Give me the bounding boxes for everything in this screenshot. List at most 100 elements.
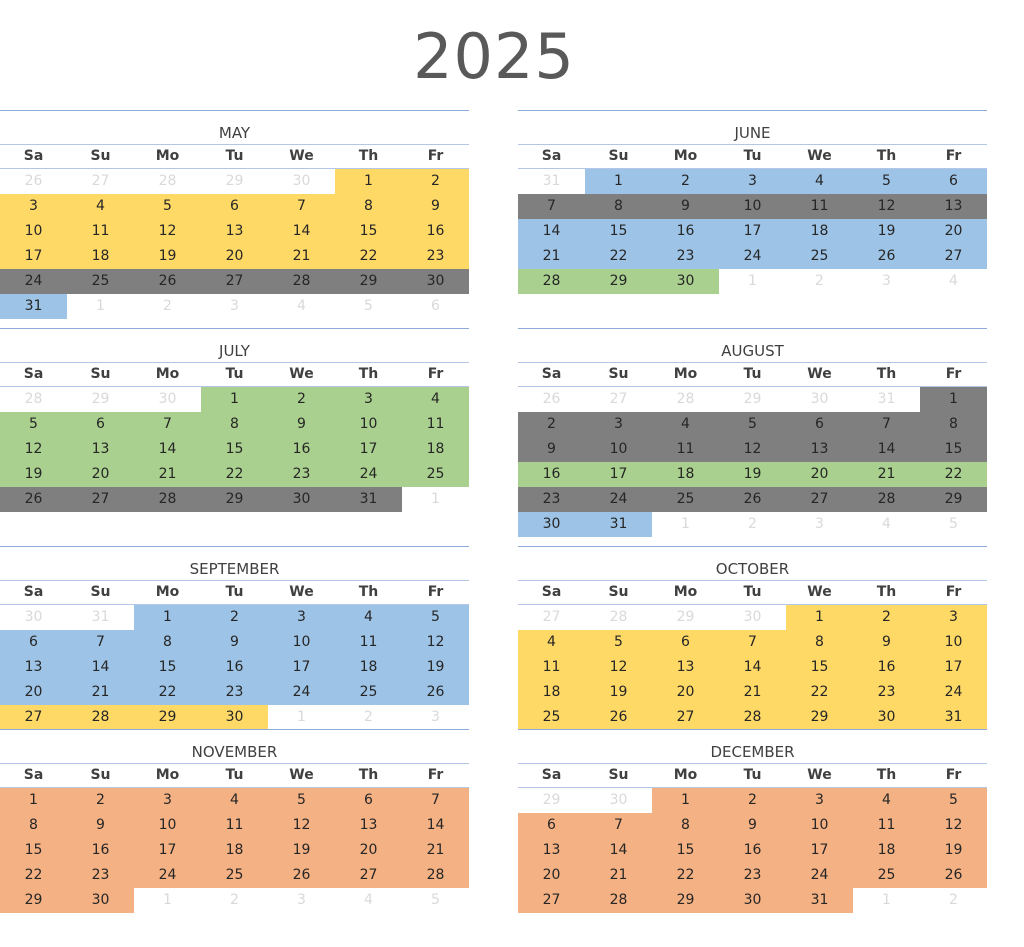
weekday-label: Tu bbox=[225, 148, 244, 164]
day-cell: 31 bbox=[585, 512, 652, 537]
day-cell: 20 bbox=[0, 680, 67, 705]
adjacent-month-day-cell: 2 bbox=[748, 516, 757, 532]
weekday-label: Tu bbox=[743, 584, 762, 600]
month-december: DECEMBER Sa Su Mo Tu We Th Fr 29 30 1 2 3 4 5 6 7 8 9 10 11 1… bbox=[518, 729, 987, 913]
day-cell: 4 bbox=[335, 605, 402, 630]
day-cell: 1 bbox=[0, 788, 67, 813]
day-cell: 23 bbox=[853, 680, 920, 705]
day-cell: 26 bbox=[920, 863, 987, 888]
adjacent-month-day-cell: 31 bbox=[542, 173, 561, 189]
day-cell: 27 bbox=[786, 487, 853, 512]
weekday-label: Fr bbox=[945, 767, 962, 783]
day-cell: 30 bbox=[67, 888, 134, 913]
adjacent-month-day-cell: 3 bbox=[815, 516, 824, 532]
week-row: 28 29 30 1 2 3 4 bbox=[0, 387, 469, 412]
day-cell: 6 bbox=[652, 630, 719, 655]
adjacent-month-day-cell: 26 bbox=[542, 391, 561, 407]
day-cell: 5 bbox=[585, 630, 652, 655]
day-cell: 11 bbox=[853, 813, 920, 838]
day-cell: 5 bbox=[920, 788, 987, 813]
weekday-header-row: Sa Su Mo Tu We Th Fr bbox=[518, 362, 987, 387]
day-cell: 12 bbox=[920, 813, 987, 838]
adjacent-month-day-cell: 28 bbox=[158, 173, 177, 189]
day-cell: 21 bbox=[518, 244, 585, 269]
day-cell: 9 bbox=[402, 194, 469, 219]
weekday-header-row: Sa Su Mo Tu We Th Fr bbox=[518, 580, 987, 605]
day-cell: 21 bbox=[719, 680, 786, 705]
day-cell: 4 bbox=[786, 169, 853, 194]
year-title: 2025 bbox=[413, 20, 575, 93]
adjacent-month-day-cell: 1 bbox=[96, 298, 105, 314]
weekday-label: We bbox=[807, 148, 832, 164]
day-cell: 30 bbox=[201, 705, 268, 730]
adjacent-month-day-cell: 29 bbox=[743, 391, 762, 407]
day-cell: 15 bbox=[652, 838, 719, 863]
day-cell: 13 bbox=[67, 437, 134, 462]
day-cell: 19 bbox=[585, 680, 652, 705]
day-cell: 3 bbox=[134, 788, 201, 813]
adjacent-month-day-cell: 30 bbox=[609, 792, 628, 808]
day-cell: 11 bbox=[786, 194, 853, 219]
weekday-label: Tu bbox=[743, 148, 762, 164]
day-cell: 20 bbox=[920, 219, 987, 244]
week-row: 26 27 28 29 30 1 2 bbox=[0, 169, 469, 194]
day-cell: 23 bbox=[67, 863, 134, 888]
day-cell: 21 bbox=[585, 863, 652, 888]
month-name: OCTOBER bbox=[715, 560, 790, 578]
day-cell: 12 bbox=[402, 630, 469, 655]
day-cell: 19 bbox=[0, 462, 67, 487]
day-cell: 23 bbox=[719, 863, 786, 888]
day-cell: 24 bbox=[719, 244, 786, 269]
adjacent-month-day-cell: 1 bbox=[882, 892, 891, 908]
weekday-label: Fr bbox=[427, 366, 444, 382]
day-cell: 26 bbox=[0, 487, 67, 512]
week-row: 21 22 23 24 25 26 27 bbox=[518, 244, 987, 269]
day-cell: 29 bbox=[0, 888, 67, 913]
day-cell: 1 bbox=[335, 169, 402, 194]
day-cell: 23 bbox=[201, 680, 268, 705]
day-cell: 8 bbox=[134, 630, 201, 655]
day-cell: 29 bbox=[585, 269, 652, 294]
day-cell: 8 bbox=[335, 194, 402, 219]
day-cell: 10 bbox=[335, 412, 402, 437]
week-row: 25 26 27 28 29 30 31 bbox=[518, 705, 987, 730]
week-row: 13 14 15 16 17 18 19 bbox=[0, 655, 469, 680]
day-cell: 31 bbox=[920, 705, 987, 730]
day-cell: 1 bbox=[201, 387, 268, 412]
day-cell: 18 bbox=[402, 437, 469, 462]
weekday-header-row: Sa Su Mo Tu We Th Fr bbox=[0, 144, 469, 169]
weekday-label: Th bbox=[876, 366, 897, 382]
adjacent-month-day-cell: 2 bbox=[364, 709, 373, 725]
weekday-label: Fr bbox=[427, 767, 444, 783]
weekday-label: Mo bbox=[155, 148, 180, 164]
day-cell: 21 bbox=[268, 244, 335, 269]
adjacent-month-day-cell: 2 bbox=[163, 298, 172, 314]
weekday-label: We bbox=[807, 584, 832, 600]
day-cell: 14 bbox=[518, 219, 585, 244]
month-september: SEPTEMBER Sa Su Mo Tu We Th Fr 30 31 1 2 3 4 5 6 7 8 9 10 11… bbox=[0, 546, 469, 730]
week-row: 24 25 26 27 28 29 30 bbox=[0, 269, 469, 294]
day-cell: 1 bbox=[652, 788, 719, 813]
adjacent-month-day-cell: 30 bbox=[158, 391, 177, 407]
weekday-label: Th bbox=[358, 767, 379, 783]
day-cell: 13 bbox=[201, 219, 268, 244]
day-cell: 28 bbox=[853, 487, 920, 512]
day-cell: 14 bbox=[402, 813, 469, 838]
adjacent-month-day-cell: 2 bbox=[949, 892, 958, 908]
day-cell: 18 bbox=[335, 655, 402, 680]
month-august: AUGUST Sa Su Mo Tu We Th Fr 26 27 28 29 30 31 1 2 3 4 5 6 7 8… bbox=[518, 328, 987, 537]
weekday-label: Fr bbox=[945, 366, 962, 382]
day-cell: 16 bbox=[853, 655, 920, 680]
weekday-header-row: Sa Su Mo Tu We Th Fr bbox=[0, 362, 469, 387]
day-cell: 28 bbox=[585, 888, 652, 913]
day-cell: 18 bbox=[786, 219, 853, 244]
weekday-label: Su bbox=[90, 366, 111, 382]
weekday-label: Th bbox=[876, 584, 897, 600]
adjacent-month-day-cell: 4 bbox=[882, 516, 891, 532]
day-cell: 19 bbox=[402, 655, 469, 680]
adjacent-month-day-cell: 29 bbox=[542, 792, 561, 808]
month-top-rule bbox=[0, 110, 469, 111]
adjacent-month-day-cell: 1 bbox=[681, 516, 690, 532]
weekday-label: Fr bbox=[427, 584, 444, 600]
weekday-label: Sa bbox=[23, 584, 44, 600]
